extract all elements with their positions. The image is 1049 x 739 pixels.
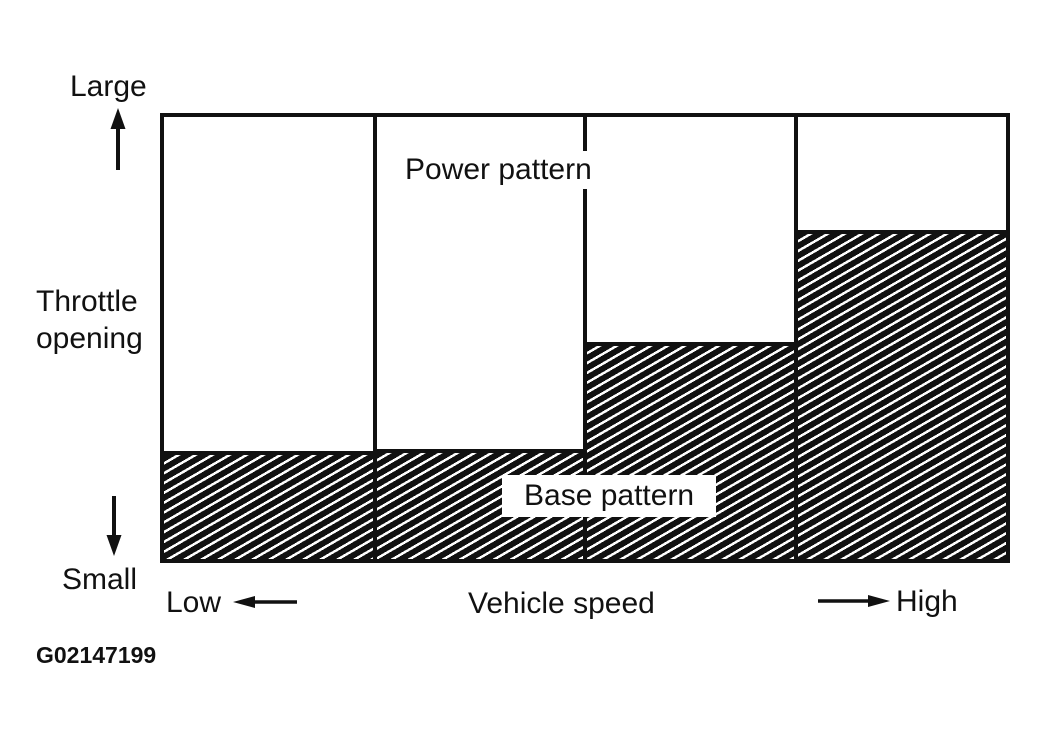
left-arrow-icon <box>233 596 297 608</box>
x-axis-high-label: High <box>896 585 958 618</box>
column-divider-3 <box>793 117 798 559</box>
base-pattern-label: Base pattern <box>502 475 717 517</box>
right-arrow-icon <box>818 595 890 607</box>
figure-id: G02147199 <box>36 642 157 668</box>
y-axis-title: Throttle opening <box>36 285 143 355</box>
power-pattern-label: Power pattern <box>397 151 600 189</box>
x-axis-low-label: Low <box>166 586 222 619</box>
column-divider-2 <box>583 117 587 559</box>
y-axis-max-label: Large <box>70 70 147 103</box>
down-arrow-icon <box>106 496 122 556</box>
y-axis-min-label: Small <box>62 563 138 596</box>
base-pattern-step-1 <box>164 450 375 559</box>
up-arrow-icon <box>110 108 126 170</box>
chart-area: Power pattern Base pattern <box>160 113 1010 563</box>
x-axis-title: Vehicle speed <box>468 587 655 620</box>
base-pattern-step-4 <box>795 229 1006 559</box>
column-divider-1 <box>372 117 377 559</box>
base-pattern-step-3 <box>585 342 796 559</box>
